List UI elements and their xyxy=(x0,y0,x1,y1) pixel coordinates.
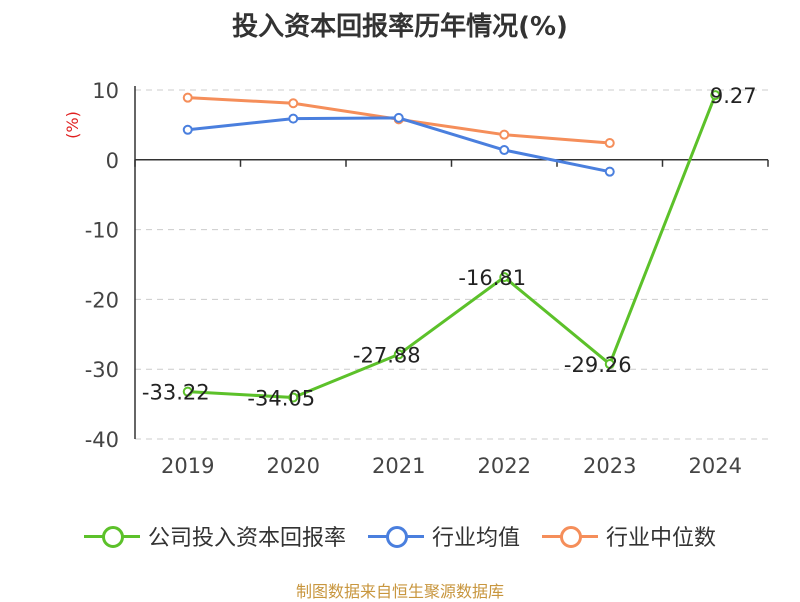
data-point xyxy=(604,359,615,370)
data-point xyxy=(288,392,299,403)
data-point xyxy=(604,166,615,177)
data-point xyxy=(182,124,193,135)
data-label: 9.27 xyxy=(710,84,757,108)
data-point xyxy=(499,129,510,140)
data-point xyxy=(288,98,299,109)
legend-marker-icon xyxy=(83,525,140,548)
x-tick-label: 2022 xyxy=(478,454,531,478)
source-note: 制图数据来自恒生聚源数据库 xyxy=(295,582,504,601)
y-tick-label: -30 xyxy=(85,358,119,382)
line-chart: 10 0 -10 -20 -30 -40 (%) 2019 2020 2021 2022 2023 20… xyxy=(63,79,769,478)
legend: 公司投入资本回报率 行业均值 行业中位数 xyxy=(0,520,800,552)
legend-item[interactable]: 行业均值 xyxy=(367,520,520,552)
legend-marker-icon xyxy=(542,525,598,548)
data-point xyxy=(393,349,404,360)
data-point xyxy=(499,145,510,156)
legend-item[interactable]: 公司投入资本回报率 xyxy=(83,520,346,552)
data-label: -29.26 xyxy=(564,353,632,377)
series-line xyxy=(187,116,611,174)
x-tick-label: 2024 xyxy=(689,454,742,478)
data-point xyxy=(499,272,510,283)
y-tick-label: -20 xyxy=(85,288,119,312)
data-label: -27.88 xyxy=(353,343,421,367)
data-point xyxy=(710,90,721,101)
series-line xyxy=(187,94,717,399)
data-point xyxy=(604,138,615,149)
chart-title: 投入资本回报率历年情况(%) xyxy=(232,12,568,42)
legend-label: 公司投入资本回报率 xyxy=(147,526,346,551)
y-tick-label: -40 xyxy=(85,428,119,452)
legend-label: 行业中位数 xyxy=(606,526,717,551)
y-tick-label: 10 xyxy=(92,79,119,103)
data-label: -33.22 xyxy=(142,381,210,405)
x-tick-label: 2021 xyxy=(372,454,425,478)
y-tick-label: 0 xyxy=(106,149,119,173)
data-point xyxy=(393,112,404,123)
data-point xyxy=(182,92,193,103)
data-point xyxy=(288,113,299,124)
legend-label: 行业均值 xyxy=(431,526,520,551)
y-tick-label: -10 xyxy=(85,219,119,243)
data-point xyxy=(182,386,193,397)
x-tick-label: 2019 xyxy=(161,454,214,478)
legend-marker-icon xyxy=(367,525,424,548)
data-label: -34.05 xyxy=(247,386,315,410)
legend-item[interactable]: 行业中位数 xyxy=(542,520,716,552)
y-axis-label: (%) xyxy=(63,111,82,139)
x-tick-label: 2023 xyxy=(583,454,636,478)
x-tick-label: 2020 xyxy=(267,454,320,478)
data-label: -16.81 xyxy=(458,266,526,290)
